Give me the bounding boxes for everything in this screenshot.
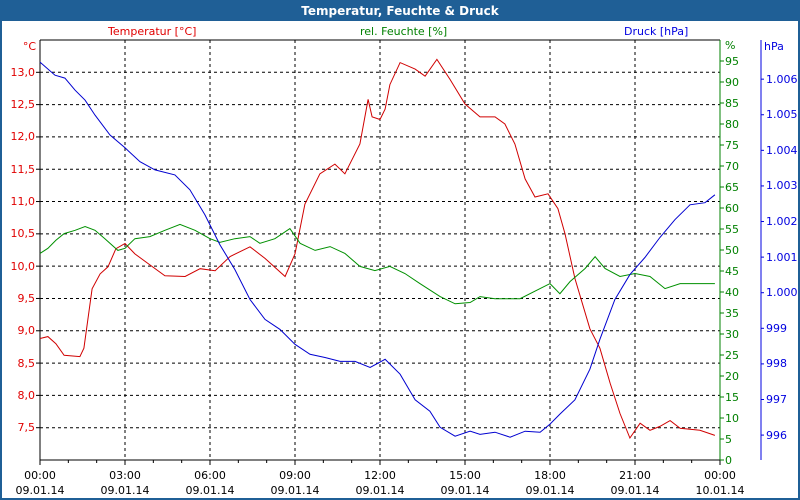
pressure-tick-label: 1.005: [766, 108, 798, 122]
humidity-tick-label: 95: [725, 54, 739, 68]
x-tick-date: 09.01.14: [440, 483, 490, 497]
x-tick-time: 03:00: [109, 468, 141, 482]
pressure-tick-label: 1.002: [766, 215, 798, 229]
legend-temperature: Temperatur [°C]: [108, 25, 197, 38]
pressure-tick-label: 996: [766, 428, 787, 442]
humidity-tick-label: 80: [725, 117, 739, 131]
pressure-tick-label: 1.001: [766, 250, 798, 264]
legend-humidity: rel. Feuchte [%]: [360, 25, 448, 38]
temp-tick-label: 12,0: [10, 130, 36, 144]
x-tick-date: 09.01.14: [100, 483, 150, 497]
x-tick-date: 09.01.14: [270, 483, 320, 497]
humidity-tick-label: 50: [725, 243, 739, 257]
pressure-tick-label: 1.006: [766, 72, 798, 86]
pressure-tick-label: 1.004: [766, 143, 798, 157]
legend-pressure: Druck [hPa]: [624, 25, 689, 38]
humidity-tick-label: 65: [725, 180, 739, 194]
temp-tick-label: 10,0: [10, 259, 36, 273]
temp-tick-label: 8,0: [17, 388, 36, 402]
pressure-tick-label: 1.000: [766, 286, 798, 300]
x-tick-time: 00:00: [24, 468, 56, 482]
x-tick-date: 09.01.14: [525, 483, 575, 497]
temp-tick-label: 11,0: [10, 195, 36, 209]
temp-unit-label: °C: [22, 39, 36, 53]
humidity-tick-label: 0: [725, 453, 732, 467]
pressure-unit-label: hPa: [764, 39, 784, 53]
humidity-tick-label: 35: [725, 306, 739, 320]
humidity-tick-label: 15: [725, 390, 739, 404]
x-tick-date: 09.01.14: [15, 483, 65, 497]
humidity-tick-label: 40: [725, 285, 739, 299]
temp-tick-label: 7,5: [17, 421, 36, 435]
humidity-tick-label: 30: [725, 327, 739, 341]
temp-tick-label: 13,0: [10, 65, 36, 79]
x-tick-time: 09:00: [279, 468, 311, 482]
humidity-tick-label: 75: [725, 138, 739, 152]
pressure-tick-label: 997: [766, 392, 787, 406]
x-tick-date: 09.01.14: [355, 483, 405, 497]
x-tick-date: 09.01.14: [610, 483, 660, 497]
temp-tick-label: 10,5: [10, 227, 36, 241]
pressure-tick-label: 1.003: [766, 179, 798, 193]
x-tick-time: 06:00: [194, 468, 226, 482]
humidity-tick-label: 90: [725, 75, 739, 89]
x-tick-time: 00:00: [704, 468, 736, 482]
temp-tick-label: 9,5: [17, 291, 36, 305]
humidity-tick-label: 5: [725, 432, 732, 446]
pressure-tick-label: 998: [766, 357, 787, 371]
humidity-tick-label: 25: [725, 348, 739, 362]
temp-tick-label: 9,0: [17, 324, 36, 338]
x-tick-time: 15:00: [449, 468, 481, 482]
temp-tick-label: 8,5: [17, 356, 36, 370]
humidity-tick-label: 60: [725, 201, 739, 215]
humidity-tick-label: 55: [725, 222, 739, 236]
humidity-tick-label: 20: [725, 369, 739, 383]
humidity-tick-label: 70: [725, 159, 739, 173]
x-tick-time: 12:00: [364, 468, 396, 482]
humidity-unit-label: %: [725, 38, 736, 52]
humidity-tick-label: 85: [725, 96, 739, 110]
x-tick-time: 18:00: [534, 468, 566, 482]
pressure-tick-label: 999: [766, 321, 787, 335]
temp-tick-label: 12,5: [10, 98, 36, 112]
humidity-tick-label: 45: [725, 264, 739, 278]
series-line-temp: [39, 58, 716, 440]
window-title: Temperatur, Feuchte & Druck: [2, 2, 798, 21]
humidity-tick-label: 10: [725, 411, 739, 425]
temp-tick-label: 11,5: [10, 162, 36, 176]
x-tick-date: 09.01.14: [185, 483, 235, 497]
series-line-hum: [39, 223, 715, 305]
x-tick-time: 21:00: [619, 468, 651, 482]
x-tick-date: 10.01.14: [695, 483, 745, 497]
series-line-press: [39, 61, 716, 438]
